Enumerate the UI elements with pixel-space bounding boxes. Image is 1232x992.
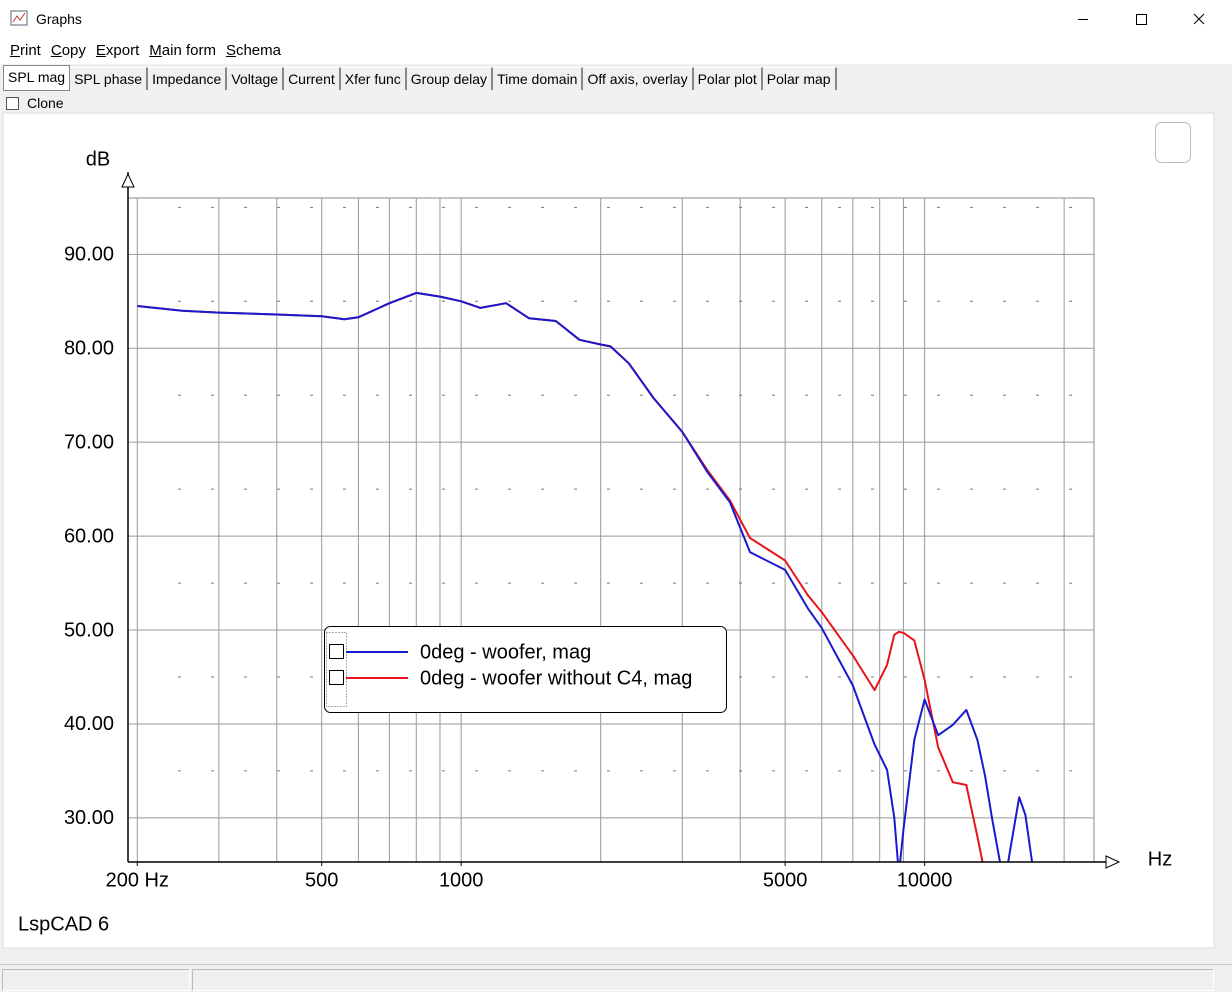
window-controls [1078,13,1205,25]
legend-check-column [326,632,347,707]
x-axis-label: Hz [1148,848,1172,870]
y-axis-arrow [121,172,135,188]
menu-item[interactable]: Print [10,42,41,59]
x-tick-label: 200 Hz [106,869,169,891]
legend-checkbox[interactable] [329,644,344,659]
tab[interactable]: SPL mag [3,65,71,91]
app-name: LspCAD 6 [18,913,109,935]
icon-curve [12,12,26,23]
y-tick-label: 70.00 [64,431,114,453]
x-tick-label: 5000 [763,869,808,891]
tab[interactable]: Polar map [762,67,837,90]
maximize-button[interactable] [1136,14,1147,25]
y-tick-label: 30.00 [64,807,114,829]
y-tick-label: 60.00 [64,525,114,547]
checkbox-box[interactable] [6,97,19,110]
tab[interactable]: Xfer func [340,67,407,90]
tab[interactable]: SPL phase [70,67,149,90]
menu-bar: Print Copy Export Main form Schema [0,38,1232,64]
x-tick-label: 1000 [439,869,484,891]
menu-item[interactable]: Schema [225,42,281,59]
close-button[interactable] [1193,13,1205,25]
tab[interactable]: Voltage [227,67,285,90]
legend-box [324,626,727,713]
tab[interactable]: Time domain [493,67,584,90]
tab[interactable]: Current [284,67,341,90]
chart-panel [2,112,1215,949]
series-line [137,291,1034,862]
y-tick-label: 80.00 [64,338,114,360]
clone-label: Clone [27,95,64,111]
app-icon [10,10,28,26]
menu-item[interactable]: Main form [149,42,216,59]
legend-label: 0deg - woofer without C4, mag [420,667,692,689]
y-axis-label: dB [86,148,110,170]
y-tick-label: 40.00 [64,713,114,735]
title-bar: Graphs [0,0,1232,38]
menu-item[interactable]: Export [95,42,140,59]
legend-checkbox[interactable] [329,670,344,685]
x-axis-arrow [1105,855,1121,869]
panel-button[interactable] [1155,122,1191,163]
x-tick-label: 500 [305,869,338,891]
window-title: Graphs [36,11,82,27]
menu-item[interactable]: Copy [50,42,86,59]
x-tick-label: 10000 [897,869,953,891]
tab[interactable]: Impedance [148,67,228,90]
clone-checkbox[interactable]: Clone [6,95,64,111]
y-tick-label: 90.00 [64,244,114,266]
y-tick-label: 50.00 [64,619,114,641]
tab-strip: SPL mag SPL phase Impedance Voltage Current X… [3,65,837,91]
tab[interactable]: Group delay [406,67,494,90]
legend-label: 0deg - woofer, mag [420,641,591,663]
tab[interactable]: Polar plot [693,67,763,90]
tab[interactable]: Off axis, overlay [583,67,694,90]
